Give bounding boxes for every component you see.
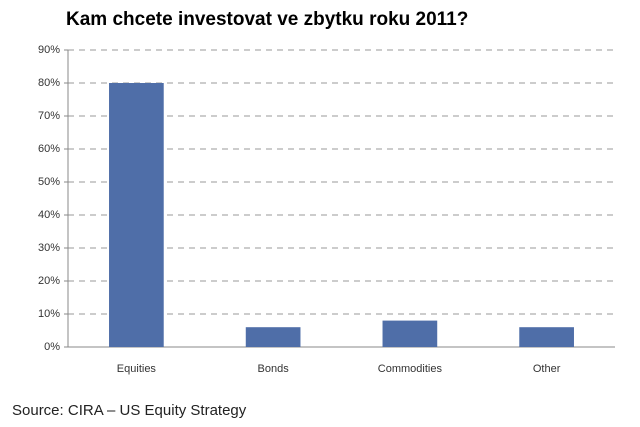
y-tick-label: 50% — [38, 176, 60, 188]
y-tick-label: 20% — [38, 275, 60, 287]
y-tick-label: 40% — [38, 209, 60, 221]
x-tick-label: Commodities — [378, 363, 443, 375]
x-tick-label: Bonds — [258, 363, 290, 375]
bar — [519, 327, 574, 347]
bar — [109, 83, 164, 347]
y-tick-label: 10% — [38, 308, 60, 320]
y-tick-label: 90% — [38, 44, 60, 56]
y-tick-label: 30% — [38, 242, 60, 254]
chart-title: Kam chcete investovat ve zbytku roku 201… — [66, 9, 468, 30]
y-tick-label: 0% — [44, 341, 60, 353]
source-note: Source: CIRA – US Equity Strategy — [12, 402, 247, 419]
y-tick-label: 70% — [38, 110, 60, 122]
bar — [245, 327, 301, 347]
x-tick-label: Other — [533, 363, 561, 375]
bar — [382, 320, 438, 347]
y-tick-label: 60% — [38, 143, 60, 155]
y-tick-label: 80% — [38, 77, 60, 89]
x-tick-label: Equities — [117, 363, 157, 375]
